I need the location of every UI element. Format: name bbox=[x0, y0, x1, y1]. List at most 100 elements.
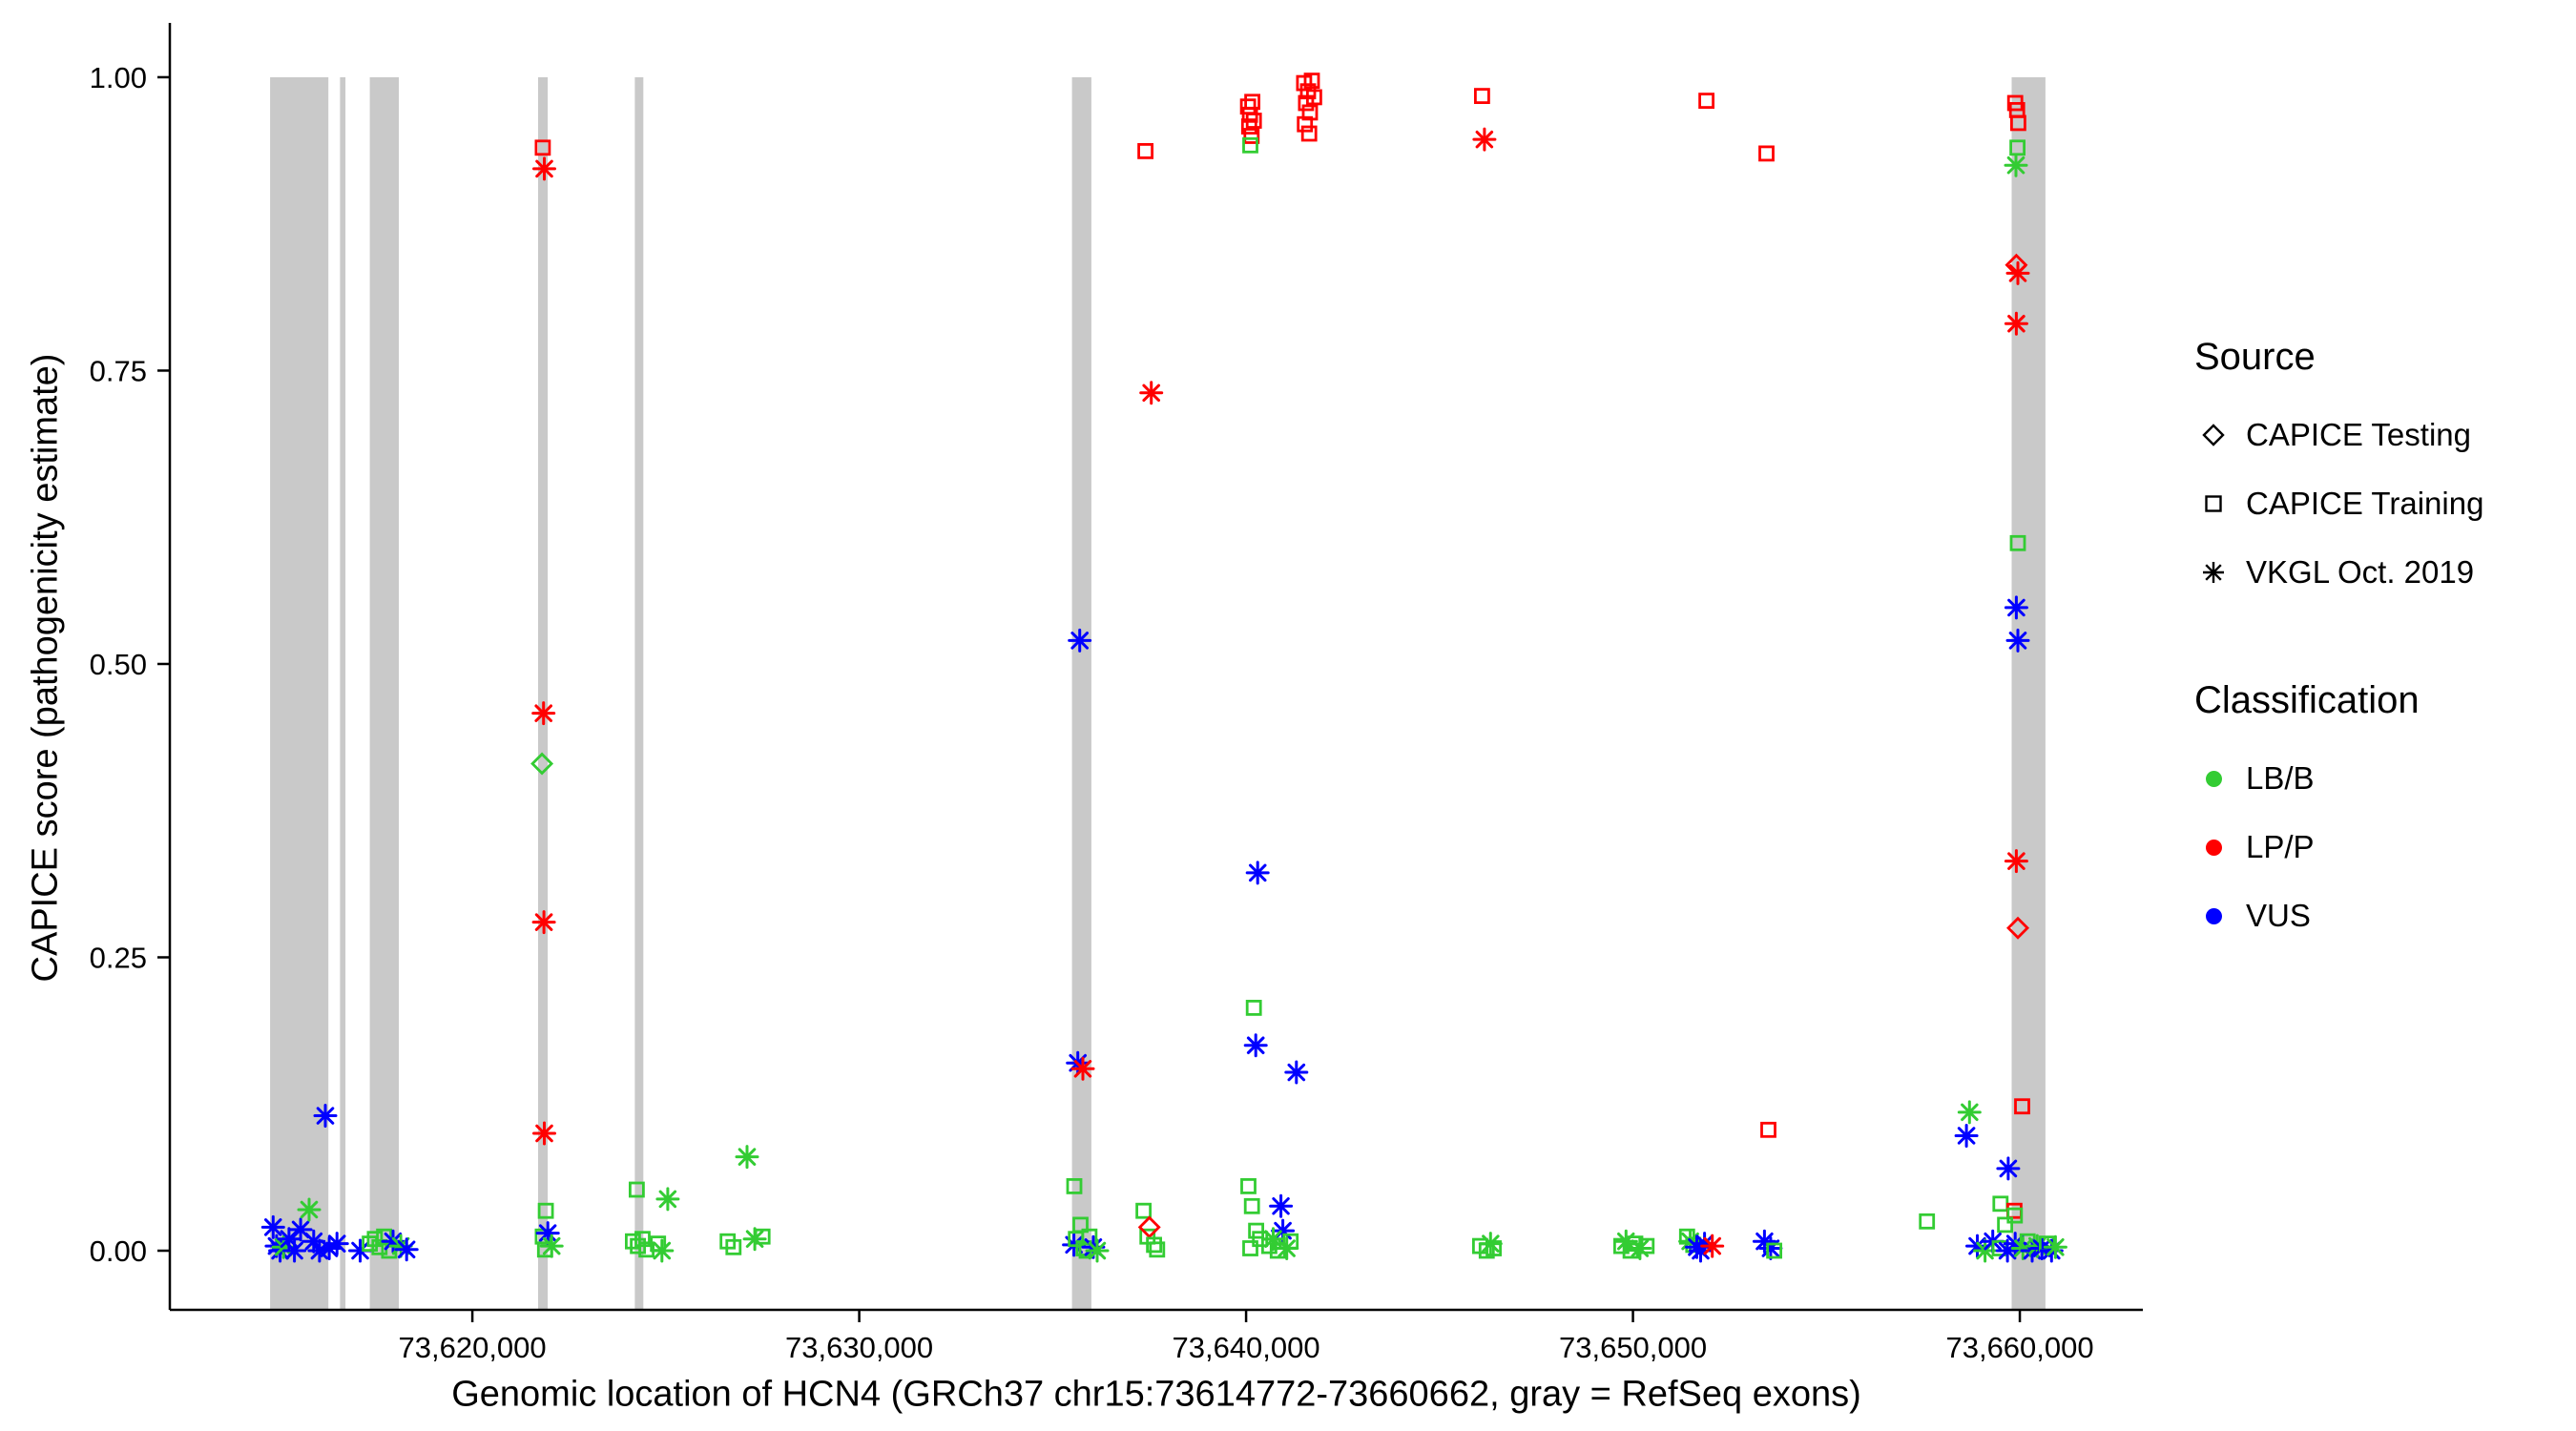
data-point-diamond bbox=[530, 752, 554, 776]
asterisk-stroke bbox=[534, 704, 552, 722]
asterisk-stroke bbox=[2007, 852, 2025, 870]
asterisk-stroke bbox=[316, 1107, 335, 1125]
legend: Source CAPICE Testing CAPICE Training bbox=[2194, 336, 2483, 950]
data-point-asterisk bbox=[1085, 1238, 1110, 1263]
legend-item-lbb: LB/B bbox=[2194, 744, 2483, 813]
data-point-square bbox=[1137, 142, 1153, 159]
refseq-exon-band bbox=[369, 77, 399, 1310]
asterisk-stroke bbox=[2007, 598, 2025, 617]
vus-dot-icon bbox=[2194, 907, 2233, 924]
data-point-asterisk bbox=[313, 1104, 338, 1128]
data-point-asterisk bbox=[297, 1197, 322, 1222]
asterisk-stroke bbox=[351, 1241, 369, 1260]
asterisk-stroke bbox=[1999, 1159, 2018, 1178]
refseq-exon-band bbox=[538, 77, 549, 1310]
data-point-square bbox=[1066, 1178, 1083, 1194]
refseq-exon-band bbox=[634, 77, 644, 1310]
data-point-asterisk bbox=[394, 1237, 419, 1262]
legend-label-capice-testing: CAPICE Testing bbox=[2246, 417, 2471, 452]
y-tick-label: 1.00 bbox=[90, 61, 147, 94]
asterisk-stroke bbox=[285, 1241, 303, 1260]
data-point-asterisk bbox=[1996, 1156, 2021, 1181]
legend-source-section: Source CAPICE Testing CAPICE Training bbox=[2194, 336, 2483, 607]
data-point-asterisk bbox=[2004, 595, 2028, 620]
data-point-square bbox=[1997, 1216, 2014, 1234]
data-point-square bbox=[1698, 93, 1714, 109]
data-point-asterisk bbox=[1070, 1056, 1095, 1081]
data-point-square bbox=[754, 1228, 771, 1245]
data-point-square bbox=[2009, 139, 2026, 156]
x-tick-label: 73,640,000 bbox=[1172, 1331, 1319, 1364]
refseq-exon-band bbox=[340, 77, 346, 1310]
y-tick-label: 0.25 bbox=[90, 941, 147, 974]
asterisk-stroke bbox=[737, 1148, 757, 1166]
asterisk-stroke bbox=[1070, 632, 1089, 650]
legend-item-capice-testing: CAPICE Testing bbox=[2194, 401, 2483, 469]
data-point-square bbox=[2014, 1098, 2030, 1115]
asterisk-stroke bbox=[658, 1190, 677, 1209]
data-point-square bbox=[1146, 1236, 1162, 1254]
asterisk-stroke bbox=[1287, 1063, 1306, 1082]
legend-classification-section: Classification LB/B LP/P VUS bbox=[2194, 679, 2483, 950]
asterisk-stroke bbox=[1088, 1241, 1107, 1260]
asterisk-stroke bbox=[2008, 632, 2027, 650]
lbb-dot-icon bbox=[2194, 770, 2233, 787]
data-point-asterisk bbox=[2004, 311, 2028, 336]
legend-source-title: Source bbox=[2194, 336, 2316, 378]
data-point-square bbox=[1245, 113, 1262, 129]
legend-label-lpp: LP/P bbox=[2246, 829, 2315, 864]
data-point-square bbox=[634, 1231, 651, 1248]
asterisk-stroke bbox=[653, 1241, 672, 1260]
asterisk-icon bbox=[2194, 555, 2233, 590]
data-point-asterisk bbox=[2005, 628, 2030, 653]
data-point-square bbox=[2009, 114, 2026, 132]
asterisk-stroke bbox=[2006, 156, 2025, 175]
asterisk-stroke bbox=[1475, 130, 1494, 149]
legend-item-lpp: LP/P bbox=[2194, 813, 2483, 881]
data-point-asterisk bbox=[260, 1214, 285, 1239]
data-point-square bbox=[1301, 104, 1319, 121]
asterisk-stroke bbox=[384, 1232, 403, 1251]
data-point-asterisk bbox=[1758, 1236, 1783, 1260]
data-point-square bbox=[1072, 1216, 1089, 1234]
data-point-asterisk bbox=[307, 1238, 332, 1263]
data-point-square bbox=[1300, 125, 1318, 142]
data-point-square bbox=[1474, 88, 1490, 104]
legend-classification-title: Classification bbox=[2194, 679, 2420, 721]
asterisk-stroke bbox=[1695, 1234, 1714, 1253]
data-point-square bbox=[1261, 1237, 1278, 1255]
asterisk-stroke bbox=[280, 1230, 299, 1248]
asterisk-stroke bbox=[1957, 1127, 1976, 1145]
data-point-diamond bbox=[2006, 916, 2030, 940]
data-point-square bbox=[1627, 1235, 1644, 1252]
square-icon bbox=[2194, 487, 2233, 521]
y-axis-title: CAPICE score (pathogenicity estimate) bbox=[25, 353, 66, 983]
data-point-square bbox=[625, 1233, 641, 1250]
data-point-square bbox=[1758, 145, 1775, 162]
asterisk-stroke bbox=[1246, 1036, 1265, 1054]
data-point-asterisk bbox=[531, 910, 556, 935]
asterisk-stroke bbox=[291, 1220, 310, 1239]
refseq-exon-band bbox=[270, 77, 329, 1310]
asterisk-stroke bbox=[2032, 1239, 2051, 1257]
asterisk-stroke bbox=[1249, 863, 1267, 882]
data-point-square bbox=[1992, 1195, 2009, 1213]
data-point-asterisk bbox=[1472, 127, 1497, 152]
data-point-asterisk bbox=[655, 1187, 680, 1212]
data-point-asterisk bbox=[1243, 1033, 1268, 1058]
data-point-square bbox=[1282, 1233, 1299, 1250]
asterisk-stroke bbox=[2007, 315, 2025, 333]
asterisk-stroke bbox=[327, 1234, 346, 1253]
data-point-asterisk bbox=[735, 1145, 759, 1170]
data-point-square bbox=[1919, 1213, 1936, 1230]
x-axis-title: Genomic location of HCN4 (GRCh37 chr15:7… bbox=[451, 1374, 1861, 1415]
legend-item-vkgl: VKGL Oct. 2019 bbox=[2194, 538, 2483, 607]
y-tick-label: 0.75 bbox=[90, 354, 147, 387]
asterisk-stroke bbox=[300, 1200, 319, 1219]
legend-label-vkgl: VKGL Oct. 2019 bbox=[2246, 554, 2475, 590]
asterisk-stroke bbox=[535, 1124, 553, 1143]
data-point-square bbox=[1248, 1222, 1264, 1239]
data-point-square bbox=[1243, 1197, 1260, 1214]
